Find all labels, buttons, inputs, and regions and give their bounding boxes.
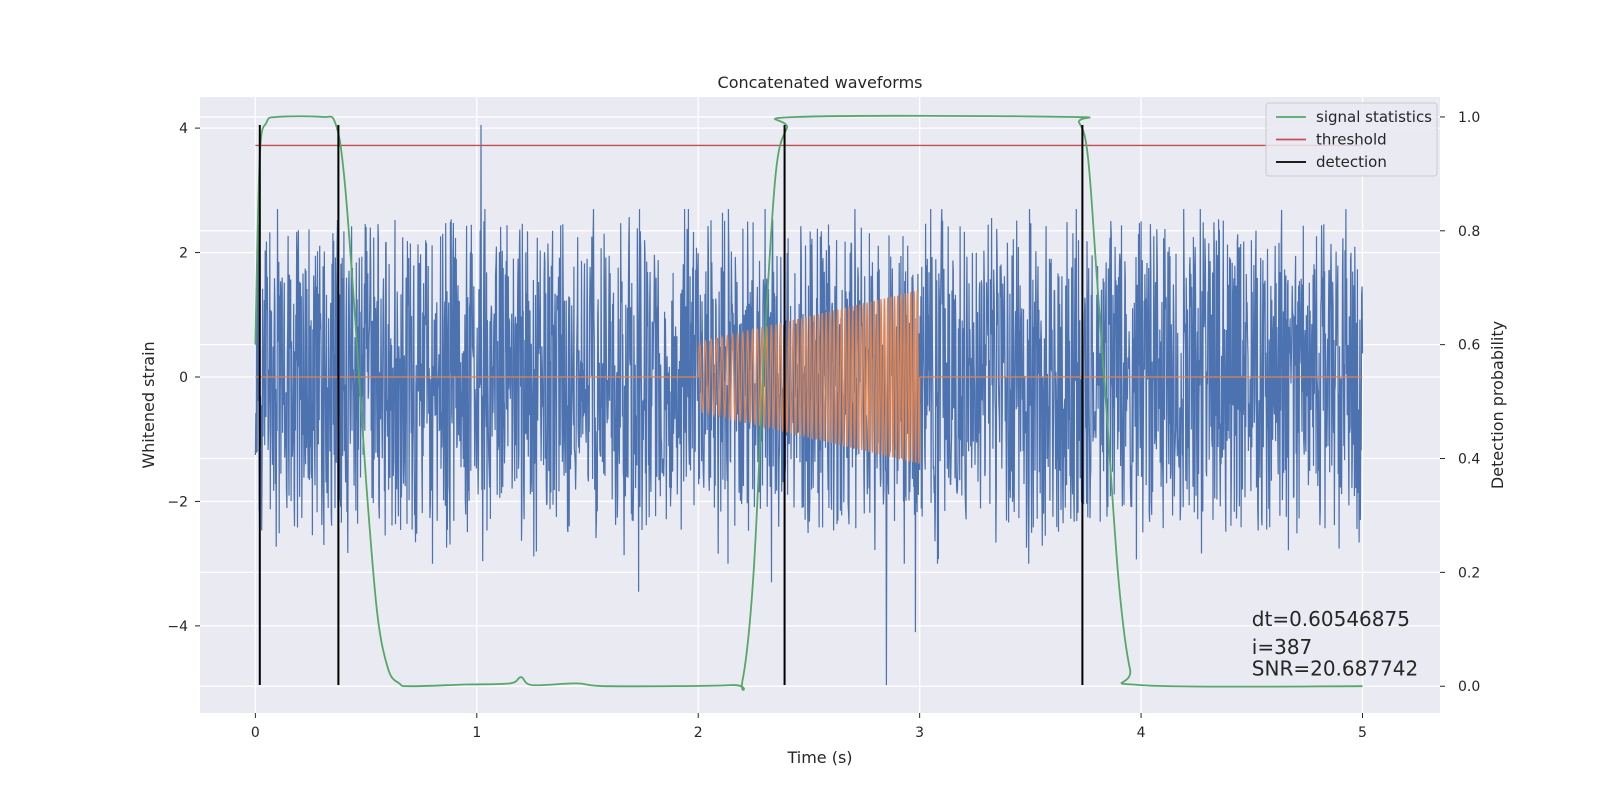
y-tick-label: −2 xyxy=(167,494,188,510)
x-tick-label: 5 xyxy=(1358,725,1367,741)
y2-tick-label: 0.6 xyxy=(1458,338,1480,354)
chart-title: Concatenated waveforms xyxy=(718,73,923,92)
y-axis-ticks: 4 2 0 −2 −4 xyxy=(167,121,200,635)
y2-tick-label: 0.0 xyxy=(1458,679,1480,695)
y2-axis-label: Detection probability xyxy=(1488,321,1507,489)
y-tick-label: 0 xyxy=(179,370,188,386)
legend-label-threshold: threshold xyxy=(1316,131,1387,149)
annotation-text: i=387 xyxy=(1252,635,1313,659)
y-tick-label: 4 xyxy=(179,121,188,137)
signal-statistics-series xyxy=(254,114,1363,691)
x-axis-label: Time (s) xyxy=(786,748,852,767)
x-tick-label: 4 xyxy=(1137,725,1146,741)
injected-waveform-series xyxy=(255,290,1363,464)
legend-label-detection: detection xyxy=(1316,153,1387,171)
x-tick-label: 1 xyxy=(472,725,481,741)
y2-tick-label: 0.4 xyxy=(1458,452,1480,468)
y2-axis-ticks: 1.0 0.8 0.6 0.4 0.2 0.0 xyxy=(1440,110,1480,695)
annotation-text: dt=0.60546875 xyxy=(1252,607,1410,631)
x-tick-label: 0 xyxy=(251,725,260,741)
x-axis-ticks: 0 1 2 3 4 5 xyxy=(251,713,1367,741)
y-tick-label: 2 xyxy=(179,246,188,262)
legend: signal statistics threshold detection xyxy=(1265,102,1438,177)
legend-label-signal-statistics: signal statistics xyxy=(1316,108,1432,126)
y2-tick-label: 1.0 xyxy=(1458,110,1480,126)
annotation-text: SNR=20.687742 xyxy=(1252,657,1418,681)
x-tick-label: 3 xyxy=(915,725,924,741)
x-tick-label: 2 xyxy=(694,725,703,741)
y2-tick-label: 0.8 xyxy=(1458,224,1480,240)
y2-tick-label: 0.2 xyxy=(1458,565,1480,581)
legend-box xyxy=(1265,102,1438,177)
y-axis-label: Whitened strain xyxy=(139,341,158,468)
detection-lines xyxy=(258,125,1084,685)
y-tick-label: −4 xyxy=(167,619,188,635)
